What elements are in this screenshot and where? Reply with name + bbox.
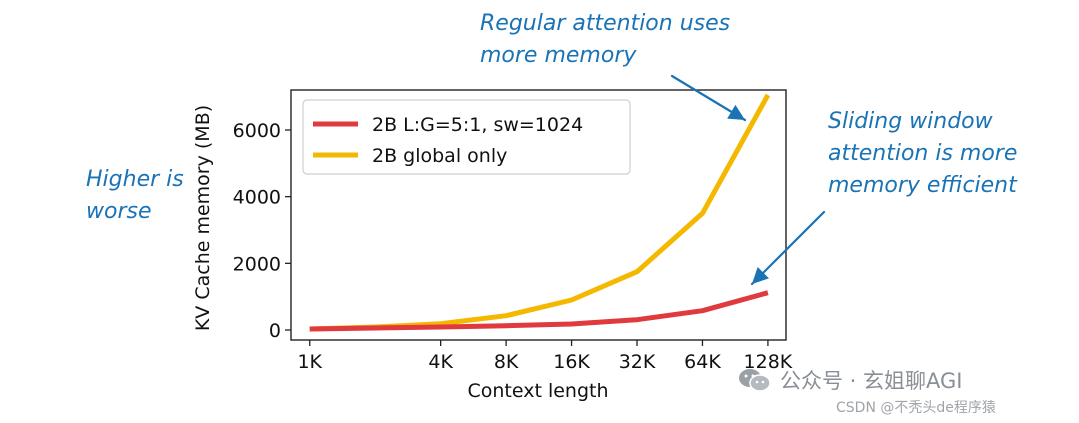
x-axis: 1K 4K 8K 16K 32K 64K 128K <box>297 340 793 373</box>
y-tick-label: 6000 <box>233 120 281 142</box>
watermark-brand-text: 公众号 · 玄姐聊AGI <box>780 369 963 393</box>
watermark-brand: 公众号 · 玄姐聊AGI <box>738 365 963 395</box>
annotation-higher-is-worse: Higher is worse <box>86 164 184 228</box>
series-layer <box>309 93 771 332</box>
x-axis-label: Context length <box>467 380 608 402</box>
annotation-line: Sliding window <box>828 109 993 134</box>
annotation-line: Regular attention uses <box>480 11 731 36</box>
y-tick-label: 4000 <box>233 187 281 209</box>
legend-label: 2B global only <box>372 145 507 167</box>
x-tick-label: 32K <box>619 351 656 373</box>
annotation-line: Higher is <box>86 167 184 192</box>
annotation-line: more memory <box>480 43 637 68</box>
arrow-shaft <box>750 210 826 286</box>
legend-box <box>302 99 631 175</box>
legend: 2B L:G=5:1, sw=1024 2B global only <box>302 99 631 175</box>
series-line <box>309 290 769 332</box>
arrow-head <box>727 104 745 120</box>
x-tick-label: 8K <box>494 351 519 373</box>
watermark-credit: CSDN @不秃头de程序猿 <box>836 400 996 416</box>
annotation-arrows <box>670 74 826 286</box>
y-tick-label: 0 <box>269 320 281 342</box>
x-tick-label: 64K <box>684 351 721 373</box>
x-tick-label: 4K <box>428 351 453 373</box>
plot-frame <box>290 89 787 341</box>
x-tick-label: 16K <box>553 351 590 373</box>
annotation-regular-attention: Regular attention uses more memory <box>480 8 730 72</box>
plot-border <box>290 89 787 341</box>
legend-label: 2B L:G=5:1, sw=1024 <box>372 114 583 136</box>
x-tick-label: 128K <box>744 351 793 373</box>
y-axis: 0 2000 4000 6000 <box>233 120 291 342</box>
annotation-line: memory efficient <box>828 173 1017 198</box>
y-axis-label: KV Cache memory (MB) <box>192 105 214 331</box>
wechat-icon <box>738 367 772 393</box>
annotation-sliding-window: Sliding window attention is more memory … <box>828 106 1017 202</box>
x-tick-label: 1K <box>297 351 322 373</box>
arrow-head <box>752 267 769 284</box>
y-tick-label: 2000 <box>233 253 281 275</box>
annotation-line: worse <box>86 199 152 224</box>
annotation-line: attention is more <box>828 141 1018 166</box>
